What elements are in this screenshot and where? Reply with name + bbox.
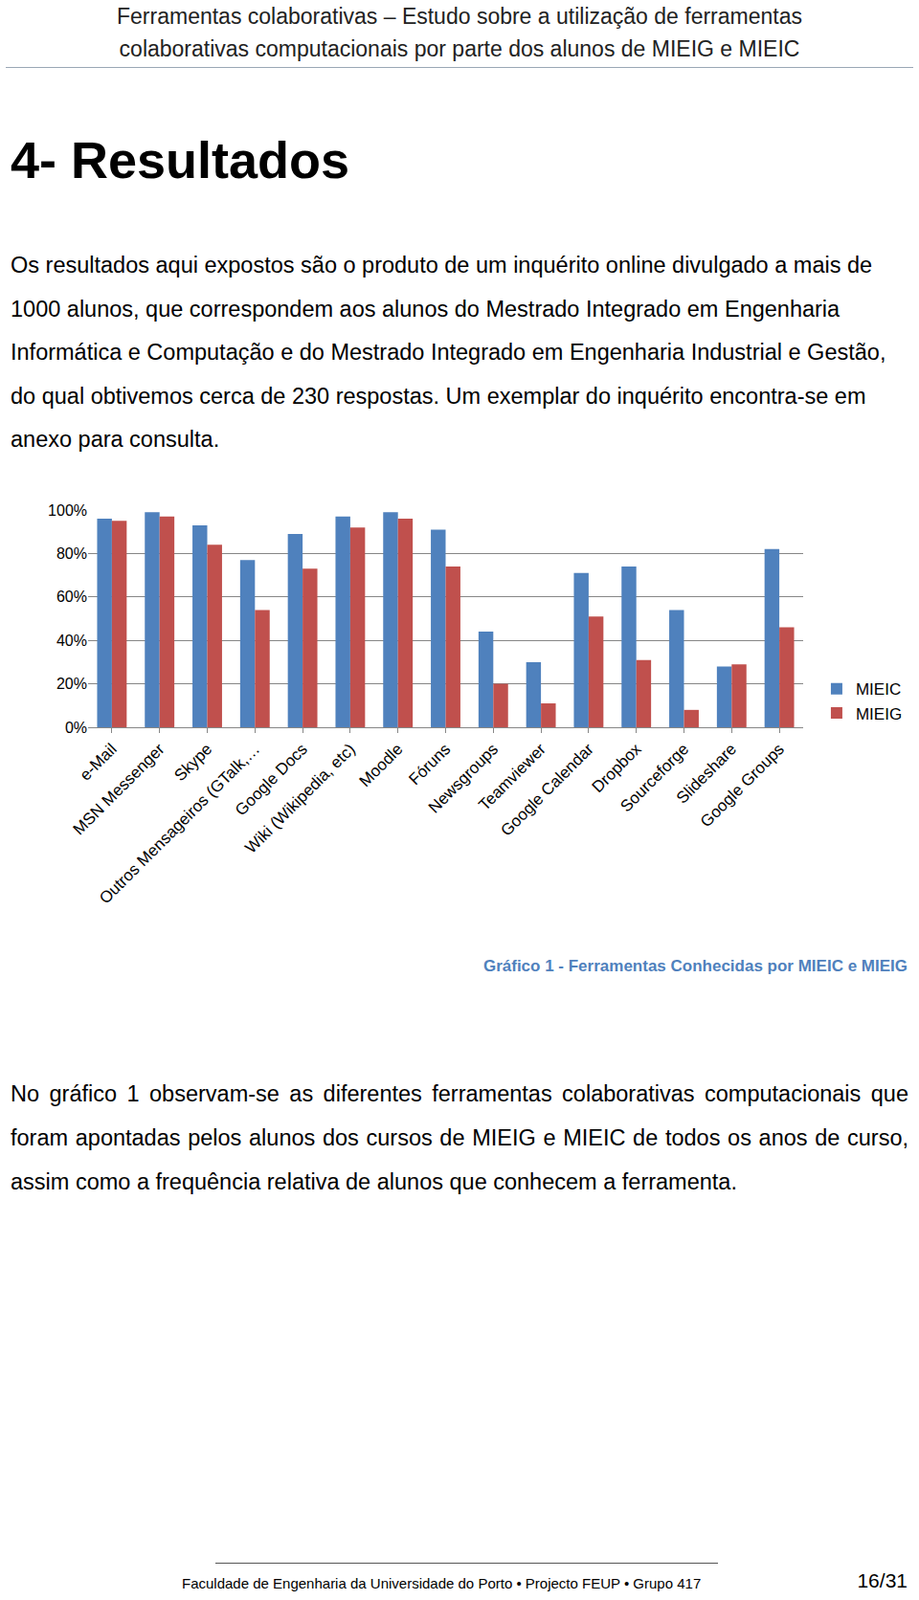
html-text:Gráfico 1 - Ferramentas Conhec: Gráfico 1 - Ferramentas Conhecidas por M… [483, 957, 908, 976]
html-text:Ferramentas colaborativas – Es: Ferramentas colaborativas – Estudo sobre… [116, 3, 803, 29]
svg-text:40%: 40% [56, 632, 88, 650]
svg-text:Slideshare: Slideshare [672, 739, 740, 807]
svg-text:MSN Messenger: MSN Messenger [69, 739, 169, 839]
html-text:Faculdade de Engenharia da Uni: Faculdade de Engenharia da Universidade … [181, 1575, 701, 1592]
svg-text:Outros Mensageiros (GTalk,…: Outros Mensageiros (GTalk,… [95, 739, 264, 908]
svg-text:Google Groups: Google Groups [696, 739, 788, 831]
svg-text:20%: 20% [56, 675, 88, 693]
html-text:Os resultados aqui expostos sã: Os resultados aqui expostos são o produt… [10, 252, 886, 452]
html-text:No gráfico 1 observam-se as di: No gráfico 1 observam-se as diferentes f… [10, 1081, 909, 1195]
svg-text:Newsgroups: Newsgroups [425, 739, 502, 817]
svg-text:0%: 0% [65, 719, 88, 737]
svg-text:Moodle: Moodle [356, 739, 407, 791]
svg-text:Wiki (Wikipedia, etc): Wiki (Wikipedia, etc) [241, 739, 359, 857]
html-text:colaborativas computacionais p: colaborativas computacionais por parte d… [119, 36, 800, 62]
svg-text:MIEIC: MIEIC [855, 680, 901, 699]
html-text:16/31: 16/31 [857, 1569, 908, 1592]
svg-text:60%: 60% [56, 588, 88, 606]
svg-text:Skype: Skype [170, 739, 216, 785]
svg-text:100%: 100% [47, 502, 88, 519]
html-text:4- Resultados: 4- Resultados [10, 131, 350, 189]
svg-text:Dropbox: Dropbox [588, 739, 646, 797]
svg-text:80%: 80% [56, 545, 88, 562]
svg-text:MIEIG: MIEIG [855, 705, 902, 724]
svg-text:Sourceforge: Sourceforge [616, 739, 693, 816]
svg-text:Fóruns: Fóruns [404, 739, 454, 789]
svg-text:Teamviewer: Teamviewer [474, 739, 550, 815]
svg-text:Google Docs: Google Docs [231, 739, 312, 820]
svg-text:e-Mail: e-Mail [76, 739, 121, 785]
svg-text:Google Calendar: Google Calendar [496, 739, 598, 841]
